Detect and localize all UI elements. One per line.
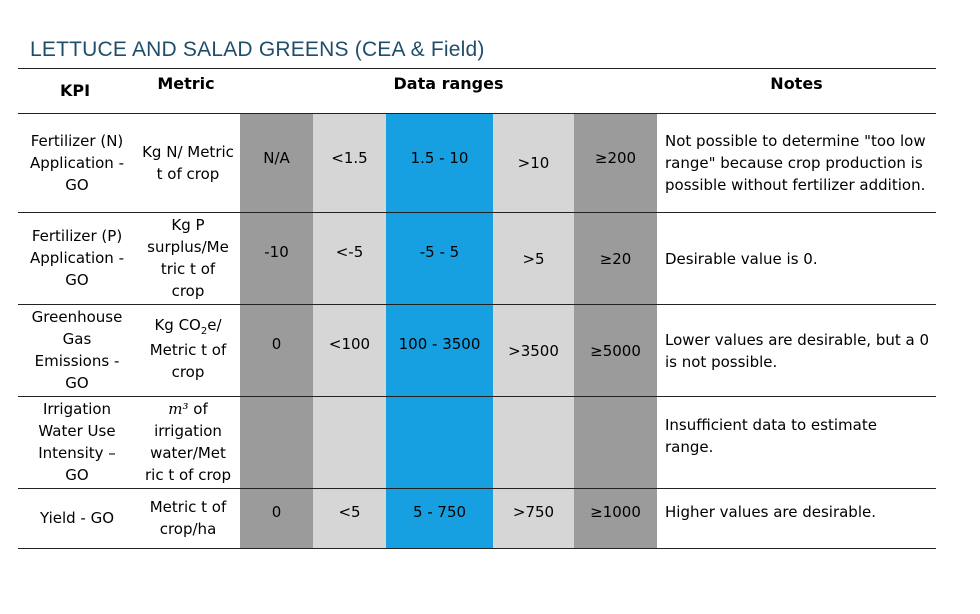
range-value: 5 - 750	[412, 503, 467, 521]
range-value: 0	[271, 335, 282, 353]
range-value: >10	[517, 154, 550, 172]
table-rule	[18, 113, 936, 114]
metric-text: m³ of irrigation water/Met ric t of crop	[144, 400, 231, 484]
note-cell: Not possible to determine "too low range…	[665, 131, 926, 194]
kpi-cell: Fertilizer (N) Application - GO	[30, 131, 124, 194]
range-value: ≥200	[594, 149, 637, 167]
note-cell: Desirable value is 0.	[665, 250, 818, 268]
table-rule	[18, 548, 936, 549]
table-rule	[18, 212, 936, 213]
metric-cell: Metric t of crop/ha	[149, 498, 227, 538]
range-col-5-fill	[574, 113, 657, 548]
range-value: -5 - 5	[419, 243, 460, 261]
table-rule	[18, 396, 936, 397]
note-cell: Lower values are desirable, but a 0 is n…	[665, 331, 930, 371]
metric-cell: Kg N/ Metric t of crop	[142, 142, 234, 183]
range-col-1-fill	[240, 113, 313, 548]
range-value: <5	[338, 503, 361, 521]
range-value: >3500	[508, 342, 559, 360]
range-value: ≥5000	[590, 342, 641, 360]
range-value: ≥1000	[590, 503, 641, 521]
table-rule	[18, 488, 936, 489]
note-cell: Insufficient data to estimate range.	[665, 416, 877, 456]
range-col-2-fill	[313, 113, 386, 548]
table-title: LETTUCE AND SALAD GREENS (CEA & Field)	[30, 38, 485, 61]
kpi-cell: Greenhouse Gas Emissions - GO	[31, 308, 123, 392]
range-value: -10	[264, 243, 289, 261]
metric-text: Kg CO2e/ Metric t of crop	[149, 315, 227, 381]
metric-cell: Kg P surplus/Me tric t of crop	[147, 216, 229, 300]
range-col-3-fill	[386, 113, 493, 548]
header-notes: Notes	[770, 74, 823, 93]
table-rule	[18, 304, 936, 305]
range-value: 100 - 3500	[398, 335, 481, 353]
table-rule	[18, 68, 936, 69]
range-value: >5	[522, 250, 545, 268]
kpi-cell: Irrigation Water Use Intensity – GO	[38, 400, 116, 484]
metric-cell: Kg CO2e/ Metric t of crop	[140, 304, 236, 392]
header-data-ranges: Data ranges	[393, 74, 504, 93]
header-kpi: KPI	[59, 80, 91, 100]
range-value: <1.5	[331, 149, 368, 167]
range-value: 0	[271, 503, 282, 521]
kpi-cell: Yield - GO	[39, 509, 115, 527]
range-value: <-5	[335, 243, 364, 261]
range-value: >750	[512, 503, 555, 521]
range-value: 1.5 - 10	[410, 149, 469, 167]
header-metric: Metric	[157, 74, 215, 93]
kpi-cell: Fertilizer (P) Application - GO	[30, 227, 124, 289]
range-value: ≥20	[599, 250, 632, 268]
note-cell: Higher values are desirable.	[665, 503, 876, 521]
metric-cell: m³ of irrigation water/Met ric t of crop	[140, 396, 236, 488]
range-col-4-fill	[493, 113, 574, 548]
range-value: N/A	[263, 149, 290, 167]
range-value: <100	[328, 335, 371, 353]
